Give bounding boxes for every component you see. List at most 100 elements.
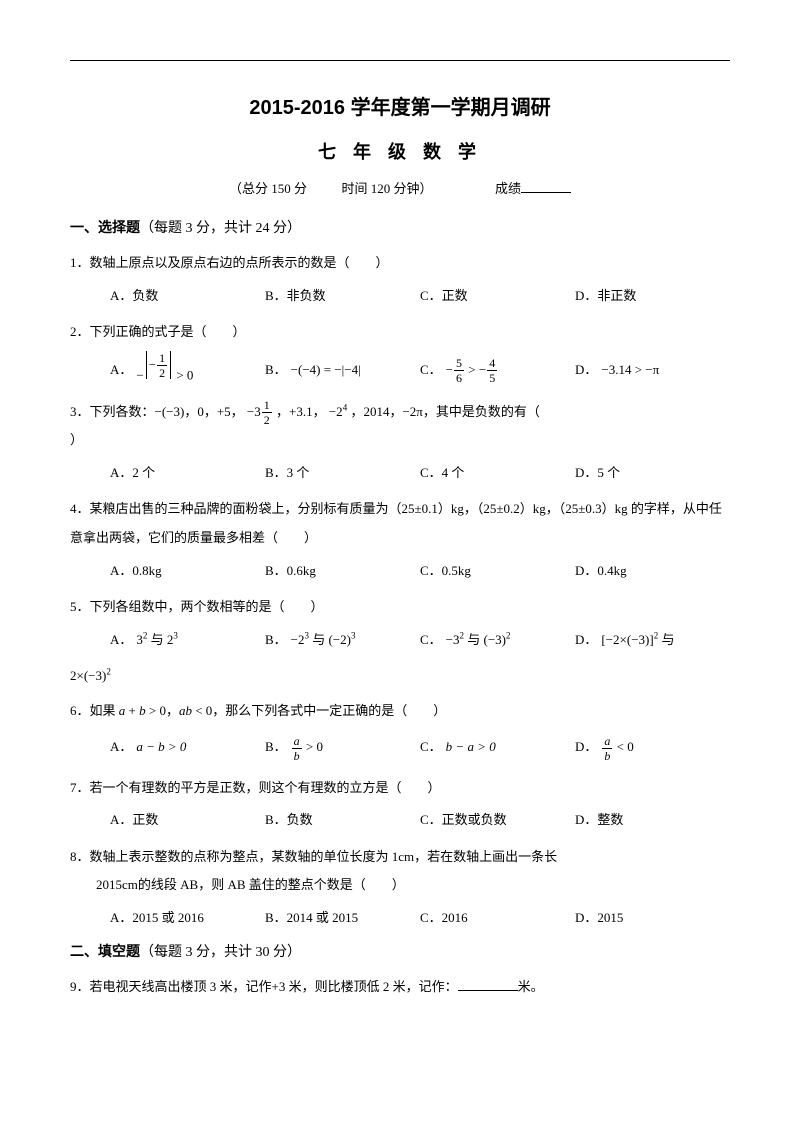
question-3: 3．下列各数：−(−3)，0，+5， −312 ，+3.1， −24 ，2014… (70, 398, 730, 488)
q1-opt-c: C．正数 (420, 282, 575, 311)
q7-text: 7．若一个有理数的平方是正数，则这个有理数的立方是（ ） (70, 774, 730, 803)
q8-text: 8．数轴上表示整数的点称为整点，某数轴的单位长度为 1cm，若在数轴上画出一条长… (70, 843, 730, 900)
q4-opt-d: D．0.4kg (575, 557, 730, 586)
section-2-note: （每题 3 分，共计 30 分） (140, 945, 301, 960)
question-7: 7．若一个有理数的平方是正数，则这个有理数的立方是（ ） A．正数 B．负数 C… (70, 774, 730, 835)
q1-options: A．负数 B．非负数 C．正数 D．非正数 (70, 282, 730, 311)
q5-b-label: B． (265, 626, 287, 655)
q6-text: 6．如果 a + b > 0，ab < 0，那么下列各式中一定正确的是（ ） (70, 697, 730, 726)
q3-frac: −312 (247, 404, 273, 419)
q9-text: 9．若电视天线高出楼顶 3 米，记作+3 米，则比楼顶低 2 米，记作： 米。 (70, 973, 730, 1002)
q3-opt-a: A．2 个 (110, 459, 265, 488)
q4-text: 4．某粮店出售的三种品牌的面粉袋上，分别标有质量为（25±0.1）kg，（25±… (70, 495, 730, 552)
q2-opt-b: B． −(−4) = −|−4| (265, 351, 420, 390)
q3-opt-d: D．5 个 (575, 459, 730, 488)
section-2-head: 二、填空题（每题 3 分，共计 30 分） (70, 941, 730, 961)
exam-title: 2015-2016 学年度第一学期月调研 (70, 91, 730, 120)
q5-c-label: C． (420, 626, 442, 655)
q5-b-expr: −23 与 (−2)3 (291, 626, 356, 655)
q6-text-span: 6．如果 a + b > 0，ab < 0，那么下列各式中一定正确的是（ ） (70, 703, 446, 718)
q5-c-expr: −32 与 (−3)2 (446, 626, 511, 655)
section-1-head: 一、选择题（每题 3 分，共计 24 分） (70, 217, 730, 237)
q6-opt-c: C． b − a > 0 (420, 730, 575, 766)
q5-opt-d: D． [−2×(−3)]2 与 (575, 626, 730, 655)
q6-b-label: B． (265, 733, 287, 762)
question-6: 6．如果 a + b > 0，ab < 0，那么下列各式中一定正确的是（ ） A… (70, 697, 730, 766)
score-blank[interactable] (521, 179, 571, 193)
q9-t2: 米。 (518, 979, 544, 994)
meta-total: （总分 150 分 (229, 181, 307, 196)
q7-opt-a: A．正数 (110, 806, 265, 835)
q8-opt-c: C．2016 (420, 904, 575, 933)
q3-pow: −24 (329, 404, 347, 419)
q5-opt-a: A． 32 与 23 (110, 626, 265, 655)
q5-d-expr: [−2×(−3)]2 与 (601, 626, 674, 655)
q6-d-label: D． (575, 733, 597, 762)
q7-opt-c: C．正数或负数 (420, 806, 575, 835)
question-9: 9．若电视天线高出楼顶 3 米，记作+3 米，则比楼顶低 2 米，记作： 米。 (70, 973, 730, 1002)
q9-blank[interactable] (458, 978, 518, 991)
q6-b-expr: ab > 0 (291, 733, 323, 762)
q3-t2: ，+3.1， (276, 404, 326, 419)
question-8: 8．数轴上表示整数的点称为整点，某数轴的单位长度为 1cm，若在数轴上画出一条长… (70, 843, 730, 933)
q6-c-label: C． (420, 733, 442, 762)
q2-a-label: A． (110, 356, 132, 385)
q6-c-expr: b − a > 0 (446, 733, 496, 762)
q9-t1: 9．若电视天线高出楼顶 3 米，记作+3 米，则比楼顶低 2 米，记作： (70, 979, 458, 994)
question-4: 4．某粮店出售的三种品牌的面粉袋上，分别标有质量为（25±0.1）kg，（25±… (70, 495, 730, 585)
q6-a-label: A． (110, 733, 132, 762)
q5-options: A． 32 与 23 B． −23 与 (−2)3 C． −32 与 (−3)2… (70, 626, 730, 655)
q2-c-expr: −56 > −45 (446, 356, 499, 385)
q8-opt-d: D．2015 (575, 904, 730, 933)
exam-meta: （总分 150 分 时间 120 分钟） 成绩 (70, 178, 730, 197)
q2-opt-a: A． −−12 > 0 (110, 351, 265, 390)
q3-t4: ） (70, 432, 83, 447)
q5-text: 5．下列各组数中，两个数相等的是（ ） (70, 593, 730, 622)
q8-options: A．2015 或 2016 B．2014 或 2015 C．2016 D．201… (70, 904, 730, 933)
q5-opt-b: B． −23 与 (−2)3 (265, 626, 420, 655)
q2-text: 2．下列正确的式子是（ ） (70, 318, 730, 347)
q1-opt-d: D．非正数 (575, 282, 730, 311)
q2-b-expr: −(−4) = −|−4| (291, 356, 361, 385)
question-2: 2．下列正确的式子是（ ） A． −−12 > 0 B． −(−4) = −|−… (70, 318, 730, 389)
question-1: 1．数轴上原点以及原点右边的点所表示的数是（ ） A．负数 B．非负数 C．正数… (70, 249, 730, 310)
q5-a-expr: 32 与 23 (136, 626, 178, 655)
q7-opt-d: D．整数 (575, 806, 730, 835)
q5-a-label: A． (110, 626, 132, 655)
q5-d-label: D． (575, 626, 597, 655)
q8-l2: 2015cm的线段 AB，则 AB 盖住的整点个数是（ ） (70, 871, 405, 900)
exam-subtitle: 七 年 级 数 学 (70, 138, 730, 164)
q3-t3: ，2014，−2π，其中是负数的有（ (350, 404, 552, 419)
q5-opt-c: C． −32 与 (−3)2 (420, 626, 575, 655)
q3-options: A．2 个 B．3 个 C．4 个 D．5 个 (70, 459, 730, 488)
q2-a-expr: −−12 > 0 (136, 351, 193, 390)
q7-opt-b: B．负数 (265, 806, 420, 835)
meta-time: 时间 120 分钟） (341, 181, 432, 196)
q2-d-label: D． (575, 356, 597, 385)
q2-opt-d: D． −3.14 > −π (575, 351, 730, 390)
q6-options: A． a − b > 0 B． ab > 0 C． b − a > 0 D． a… (70, 730, 730, 766)
q8-opt-b: B．2014 或 2015 (265, 904, 420, 933)
top-rule (70, 60, 730, 61)
q4-opt-b: B．0.6kg (265, 557, 420, 586)
q3-text: 3．下列各数：−(−3)，0，+5， −312 ，+3.1， −24 ，2014… (70, 398, 730, 455)
q7-options: A．正数 B．负数 C．正数或负数 D．整数 (70, 806, 730, 835)
exam-page: 2015-2016 学年度第一学期月调研 七 年 级 数 学 （总分 150 分… (0, 0, 800, 1047)
q3-t1: 3．下列各数：−(−3)，0，+5， (70, 404, 244, 419)
q3-opt-b: B．3 个 (265, 459, 420, 488)
meta-score-label: 成绩 (495, 181, 521, 196)
q2-d-expr: −3.14 > −π (601, 356, 659, 385)
q6-d-expr: ab < 0 (601, 733, 633, 762)
q1-opt-b: B．非负数 (265, 282, 420, 311)
q4-options: A．0.8kg B．0.6kg C．0.5kg D．0.4kg (70, 557, 730, 586)
section-2-title: 二、填空题 (70, 943, 140, 959)
q6-opt-b: B． ab > 0 (265, 730, 420, 766)
section-1-title: 一、选择题 (70, 219, 140, 235)
question-5: 5．下列各组数中，两个数相等的是（ ） A． 32 与 23 B． −23 与 … (70, 593, 730, 691)
q2-options: A． −−12 > 0 B． −(−4) = −|−4| C． −56 > −4… (70, 351, 730, 390)
q5-tail-expr: 2×(−3)2 (70, 668, 111, 683)
q3-opt-c: C．4 个 (420, 459, 575, 488)
q1-opt-a: A．负数 (110, 282, 265, 311)
q2-b-label: B． (265, 356, 287, 385)
q4-opt-a: A．0.8kg (110, 557, 265, 586)
